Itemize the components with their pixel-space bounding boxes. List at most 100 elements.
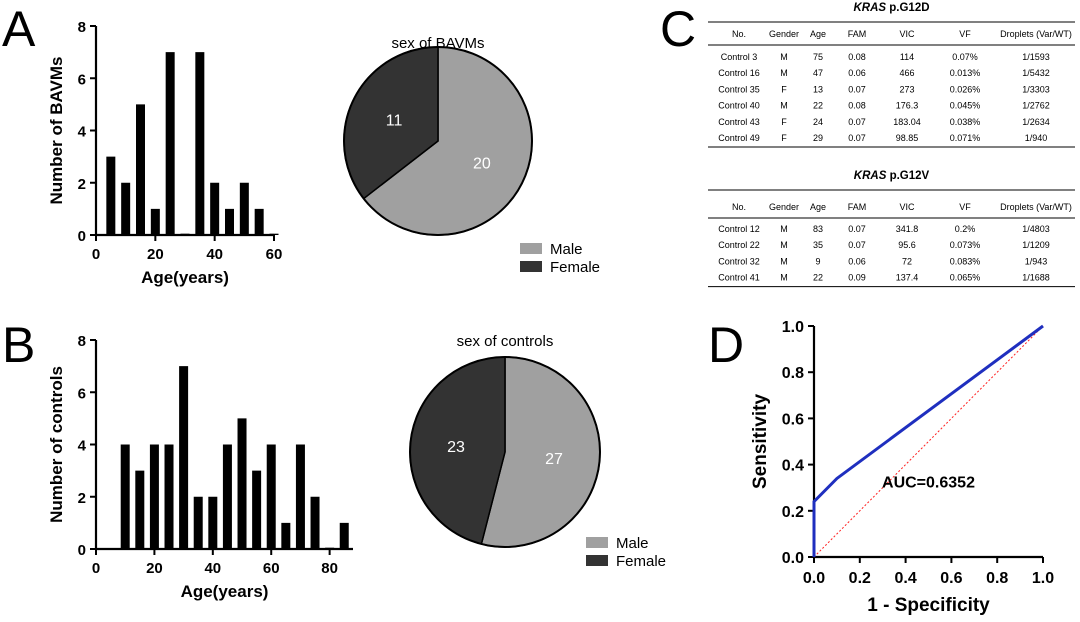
roc-line <box>812 324 1044 557</box>
kras-g12d-table: KRAS p.G12D No. Gender Age FAM VIC VF Droplets … <box>708 2 1075 148</box>
legend-swatch <box>586 537 608 548</box>
table-cell: 0.045% <box>950 101 981 111</box>
legend-label: Male <box>616 535 649 552</box>
table-cell: 0.065% <box>950 273 981 283</box>
pie-value-label: 23 <box>447 439 465 456</box>
histogram-bar <box>225 208 234 235</box>
table-cell: 47 <box>813 68 823 78</box>
table-header-cell: FAM <box>848 202 867 212</box>
table-cell: 22 <box>813 273 823 283</box>
table-cell: Control 43 <box>718 117 760 127</box>
table-cell: 0.073% <box>950 240 981 250</box>
y-tick-label: 2 <box>78 490 86 507</box>
table-cell: 0.08 <box>848 52 866 62</box>
table-cell: 0.07% <box>952 52 978 62</box>
table-cell: Control 16 <box>718 68 760 78</box>
y-tick-label: 0.6 <box>782 411 804 428</box>
table-cell: M <box>780 52 788 62</box>
table-header-cell: Droplets (Var/WT) <box>1000 29 1072 39</box>
x-tick-label: 0 <box>92 560 100 577</box>
table-cell: 35 <box>813 240 823 250</box>
table-title-gene: KRAS <box>854 170 887 182</box>
table-cell: M <box>780 256 788 266</box>
table-cell: 1/1688 <box>1022 273 1050 283</box>
table-cell: Control 41 <box>718 273 760 283</box>
table-cell: 13 <box>813 84 823 94</box>
table-cell: 1/1209 <box>1022 240 1050 250</box>
table-header-cell: VF <box>959 202 971 212</box>
table-cell: 1/2634 <box>1022 117 1050 127</box>
table-cell: Control 35 <box>718 84 760 94</box>
table-header-cell: Gender <box>769 202 799 212</box>
table-title: KRAS p.G12V <box>854 170 930 182</box>
table-cell: 0.09 <box>848 273 866 283</box>
table-cell: 0.07 <box>848 117 866 127</box>
table-title-gene: KRAS <box>853 2 886 14</box>
panel-letter-d: D <box>708 317 744 373</box>
histogram-bar <box>210 182 220 235</box>
x-tick-label: 0.4 <box>894 570 916 587</box>
y-tick-label: 6 <box>78 385 86 402</box>
x-tick-label: 40 <box>204 560 221 577</box>
roc-curve: 0.0 0.2 0.4 0.6 0.8 1.0 0.0 0.2 0.4 0.6 0.8 1.0 AUC=… <box>750 319 1054 616</box>
panel-letter-c: C <box>660 1 696 57</box>
auc-annotation: AUC=0.6352 <box>882 475 975 492</box>
table-cell: 0.07 <box>848 240 866 250</box>
table-cell: 0.083% <box>950 256 981 266</box>
y-axis-label: Sensitivity <box>750 394 771 489</box>
y-tick-label: 0.8 <box>782 365 804 382</box>
y-tick-label: 0.2 <box>782 504 804 521</box>
table-cell: 95.6 <box>898 240 916 250</box>
table-cell: M <box>780 224 788 234</box>
y-tick-label: 0.4 <box>782 458 804 475</box>
table-cell: Control 32 <box>718 256 760 266</box>
pie-outline <box>343 46 533 236</box>
table-cell: 176.3 <box>896 101 919 111</box>
table-cell: 1/3303 <box>1022 84 1050 94</box>
legend-swatch <box>586 555 608 566</box>
y-axis-label: Number of controls <box>47 366 66 523</box>
y-tick-label: 0 <box>78 228 86 245</box>
table-cell: 98.85 <box>896 133 919 143</box>
histogram-bar <box>106 156 116 235</box>
legend-swatch <box>520 243 542 254</box>
table-cell: Control 49 <box>718 133 760 143</box>
table-header-cell: Age <box>810 202 826 212</box>
table-header-cell: No. <box>732 29 746 39</box>
table-header-cell: VIC <box>899 202 915 212</box>
table-cell: 0.07 <box>848 224 866 234</box>
kras-g12v-table: KRAS p.G12V No. Gender Age FAM VIC VF Droplets … <box>708 170 1075 288</box>
histogram-bar <box>310 496 320 549</box>
x-tick-label: 40 <box>206 246 223 263</box>
histogram-bar <box>121 182 131 235</box>
table-cell: 341.8 <box>896 224 919 234</box>
table-cell: 137.4 <box>896 273 919 283</box>
y-tick-label: 0 <box>78 542 86 559</box>
table-header-cell: VIC <box>899 29 915 39</box>
histogram-bar <box>150 208 160 235</box>
x-tick-label: 20 <box>147 246 164 263</box>
table-header-cell: Gender <box>769 29 799 39</box>
table-cell: 9 <box>815 256 820 266</box>
table-cell: F <box>781 133 787 143</box>
table-cell: M <box>780 273 788 283</box>
panel-letter-a: A <box>2 1 36 57</box>
x-axis-label: Age(years) <box>141 268 229 287</box>
table-cell: 1/2762 <box>1022 101 1050 111</box>
x-tick-label: 60 <box>263 560 280 577</box>
histogram-bar <box>254 208 264 235</box>
histogram-bar <box>120 444 130 549</box>
table-cell: 24 <box>813 117 823 127</box>
histogram-bar <box>165 52 175 235</box>
x-tick-label: 0.8 <box>986 570 1008 587</box>
pie-value-label: 27 <box>545 451 563 468</box>
histogram-bar <box>295 444 305 549</box>
table-title-variant: p.G12D <box>886 2 929 14</box>
histogram-bar <box>269 233 279 235</box>
pie-title: sex of BAVMs <box>391 35 484 52</box>
table-cell: Control 12 <box>718 224 760 234</box>
table-cell: F <box>781 117 787 127</box>
